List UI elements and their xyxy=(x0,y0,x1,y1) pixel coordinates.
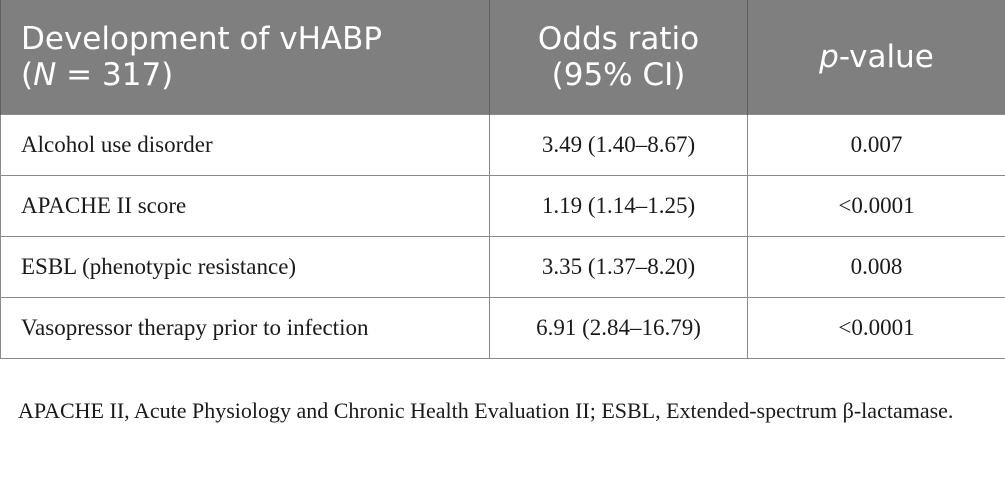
header-development-line2: (N = 317) xyxy=(21,57,489,93)
row-odds-ratio: 3.35 (1.37–8.20) xyxy=(489,235,748,298)
header-n-open: ( xyxy=(21,56,34,93)
header-p-rest: -value xyxy=(838,38,934,75)
row-label: APACHE II score xyxy=(0,174,490,237)
header-development-line1: Development of vHABP xyxy=(21,20,383,57)
row-label: ESBL (phenotypic resistance) xyxy=(0,235,490,298)
table-row: Vasopressor therapy prior to infection 6… xyxy=(0,296,1005,359)
odds-ratio-table: Development of vHABP (N = 317) Odds rati… xyxy=(0,0,1005,359)
row-p-value: 0.007 xyxy=(747,113,1005,176)
row-p-value: <0.0001 xyxy=(747,296,1005,359)
header-development: Development of vHABP (N = 317) xyxy=(0,0,490,114)
row-p-value: <0.0001 xyxy=(747,174,1005,237)
table-row: APACHE II score 1.19 (1.14–1.25) <0.0001 xyxy=(0,174,1005,237)
row-label: Vasopressor therapy prior to infection xyxy=(0,296,490,359)
table-row: Alcohol use disorder 3.49 (1.40–8.67) 0.… xyxy=(0,113,1005,176)
row-label: Alcohol use disorder xyxy=(0,113,490,176)
header-n-italic: N xyxy=(33,56,57,93)
header-n-rest: = 317) xyxy=(56,56,174,93)
row-odds-ratio: 1.19 (1.14–1.25) xyxy=(489,174,748,237)
header-odds-ratio-line1: Odds ratio xyxy=(537,20,700,57)
results-table-container: Development of vHABP (N = 317) Odds rati… xyxy=(0,0,1005,359)
header-odds-ratio-line2: (95% CI) xyxy=(551,56,686,93)
header-p-value: p-value xyxy=(747,0,1005,114)
row-odds-ratio: 3.49 (1.40–8.67) xyxy=(489,113,748,176)
header-p-italic: p xyxy=(819,38,839,75)
row-odds-ratio: 6.91 (2.84–16.79) xyxy=(489,296,748,359)
table-row: ESBL (phenotypic resistance) 3.35 (1.37–… xyxy=(0,235,1005,298)
row-p-value: 0.008 xyxy=(747,235,1005,298)
table-footnote: APACHE II, Acute Physiology and Chronic … xyxy=(18,398,954,423)
header-odds-ratio: Odds ratio (95% CI) xyxy=(489,0,748,114)
table-header-row: Development of vHABP (N = 317) Odds rati… xyxy=(0,0,1005,114)
